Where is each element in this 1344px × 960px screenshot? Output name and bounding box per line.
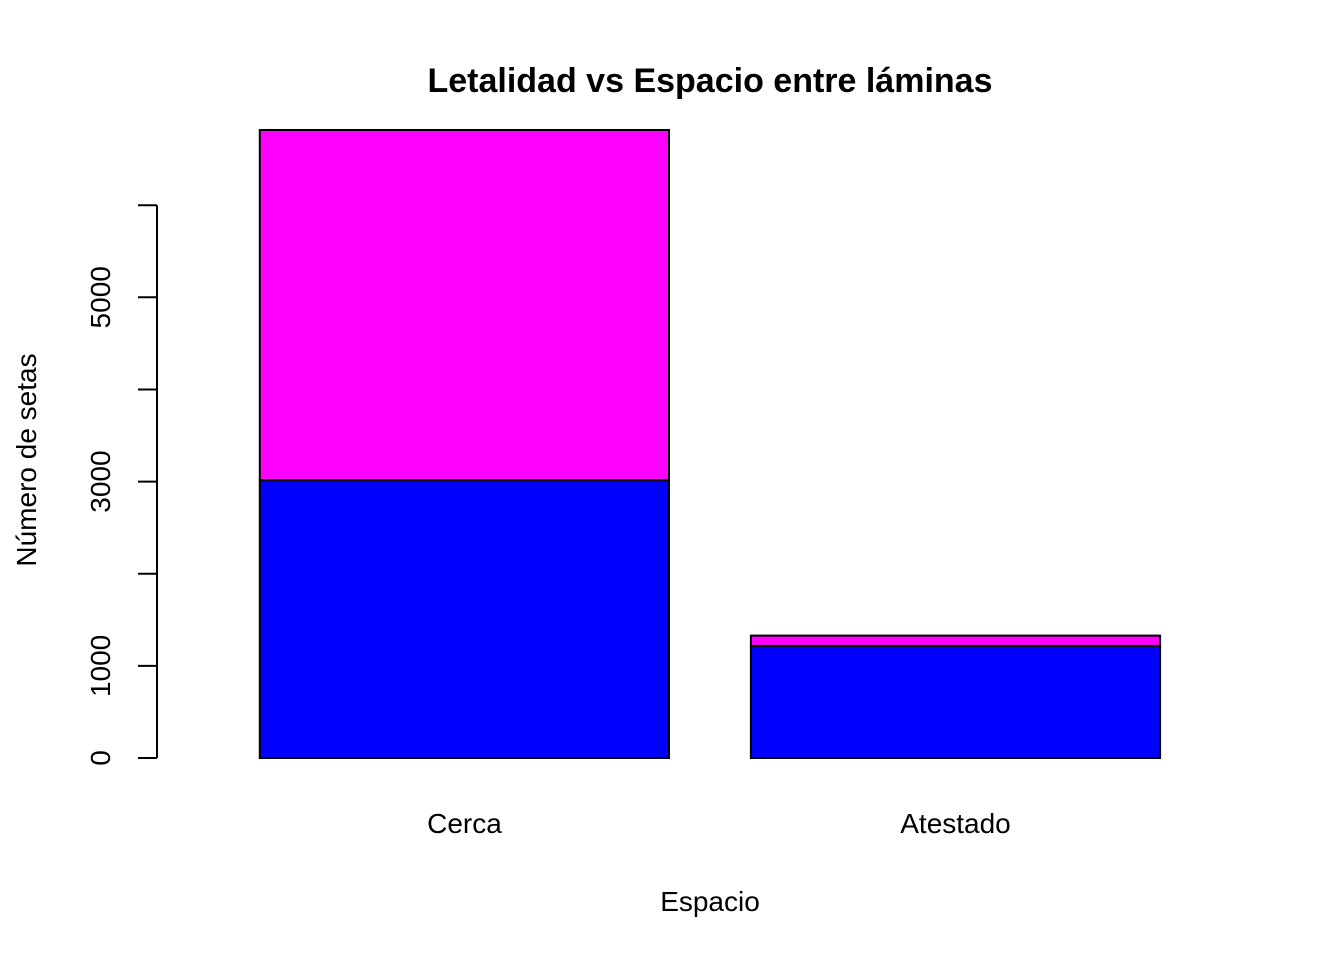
x-category-label-cerca: Cerca <box>427 808 502 839</box>
chart-title: Letalidad vs Espacio entre láminas <box>427 62 992 100</box>
bar-atestado-segment-1 <box>749 645 1162 759</box>
bar-cerca-segment-1 <box>258 479 670 759</box>
x-axis-label: Espacio <box>660 886 760 917</box>
bars-layer <box>258 129 1162 759</box>
bar-atestado-segment-2 <box>749 634 1162 647</box>
y-tick-label-5000: 5000 <box>85 266 116 328</box>
y-tick-label-1000: 1000 <box>85 635 116 697</box>
x-category-label-atestado: Atestado <box>900 808 1011 839</box>
y-axis-label: Número de setas <box>11 353 42 566</box>
x-category-labels: Cerca Atestado <box>427 808 1011 839</box>
y-tick-label-3000: 3000 <box>85 450 116 512</box>
y-axis: 0 1000 3000 5000 <box>85 204 158 766</box>
bar-cerca-segment-2 <box>258 129 670 482</box>
y-tick-label-0: 0 <box>85 750 116 766</box>
